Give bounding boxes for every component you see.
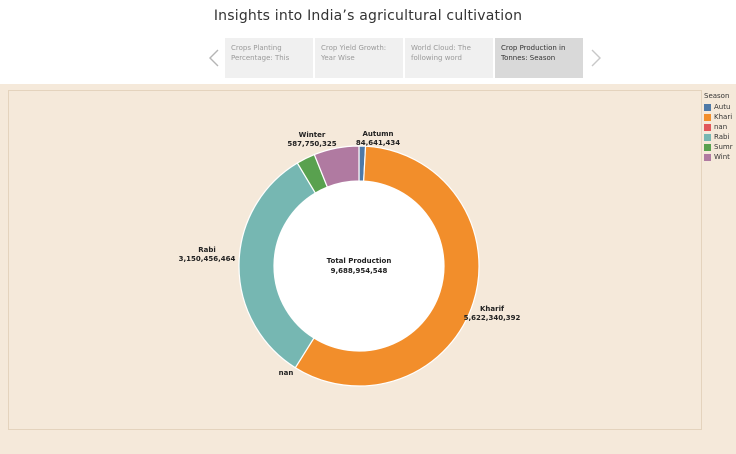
legend-swatch (704, 153, 711, 161)
story-prev-button[interactable] (204, 48, 224, 70)
slice-value-autumn: 84,641,434 (356, 139, 400, 147)
legend-item-autumn[interactable]: Autu (704, 102, 736, 112)
slice-value-winter: 587,750,325 (287, 140, 336, 148)
legend-swatch (704, 123, 711, 131)
tab-world-cloud[interactable]: World Cloud: The following word (405, 38, 493, 78)
legend-item-winter[interactable]: Wint (704, 152, 736, 162)
slice-label-autumn: Autumn (362, 130, 393, 138)
legend-label: Wint (714, 153, 730, 161)
legend-title: Season (704, 92, 730, 100)
story-tabs: Crops Planting Percentage: This Crop Yie… (225, 38, 583, 78)
slice-value-kharif: 5,622,340,392 (464, 314, 521, 322)
tab-crop-production[interactable]: Crop Production in Tonnes: Season (495, 38, 583, 78)
center-value: 9,688,954,548 (331, 267, 388, 275)
legend-swatch (704, 133, 711, 141)
chevron-left-icon (209, 49, 219, 67)
tab-crop-yield-growth[interactable]: Crop Yield Growth: Year Wise (315, 38, 403, 78)
slice-label-rabi: Rabi (198, 246, 216, 254)
legend-swatch (704, 143, 711, 151)
chevron-right-icon (591, 49, 601, 67)
legend-swatch (704, 103, 711, 111)
legend-label: Autu (714, 103, 731, 111)
center-label: Total Production (327, 257, 392, 265)
legend: Season Autu Khari nan Rabi Sumr Wint (704, 92, 736, 162)
legend-label: Rabi (714, 133, 730, 141)
slice-label-kharif: Kharif (480, 305, 505, 313)
legend-item-nan[interactable]: nan (704, 122, 736, 132)
slice-label-winter: Winter (299, 131, 326, 139)
slice-value-rabi: 3,150,456,464 (179, 255, 236, 263)
tab-crops-planting[interactable]: Crops Planting Percentage: This (225, 38, 313, 78)
story-next-button[interactable] (586, 48, 606, 70)
legend-label: nan (714, 123, 728, 131)
donut-hole (274, 181, 444, 351)
legend-item-summer[interactable]: Sumr (704, 142, 736, 152)
plot-area (8, 90, 702, 430)
legend-item-kharif[interactable]: Khari (704, 112, 736, 122)
legend-label: Sumr (714, 143, 733, 151)
dashboard-title: Insights into India’s agricultural culti… (213, 8, 523, 24)
legend-item-rabi[interactable]: Rabi (704, 132, 736, 142)
slice-label-nan: nan (279, 369, 294, 377)
legend-label: Khari (714, 113, 733, 121)
legend-swatch (704, 113, 711, 121)
